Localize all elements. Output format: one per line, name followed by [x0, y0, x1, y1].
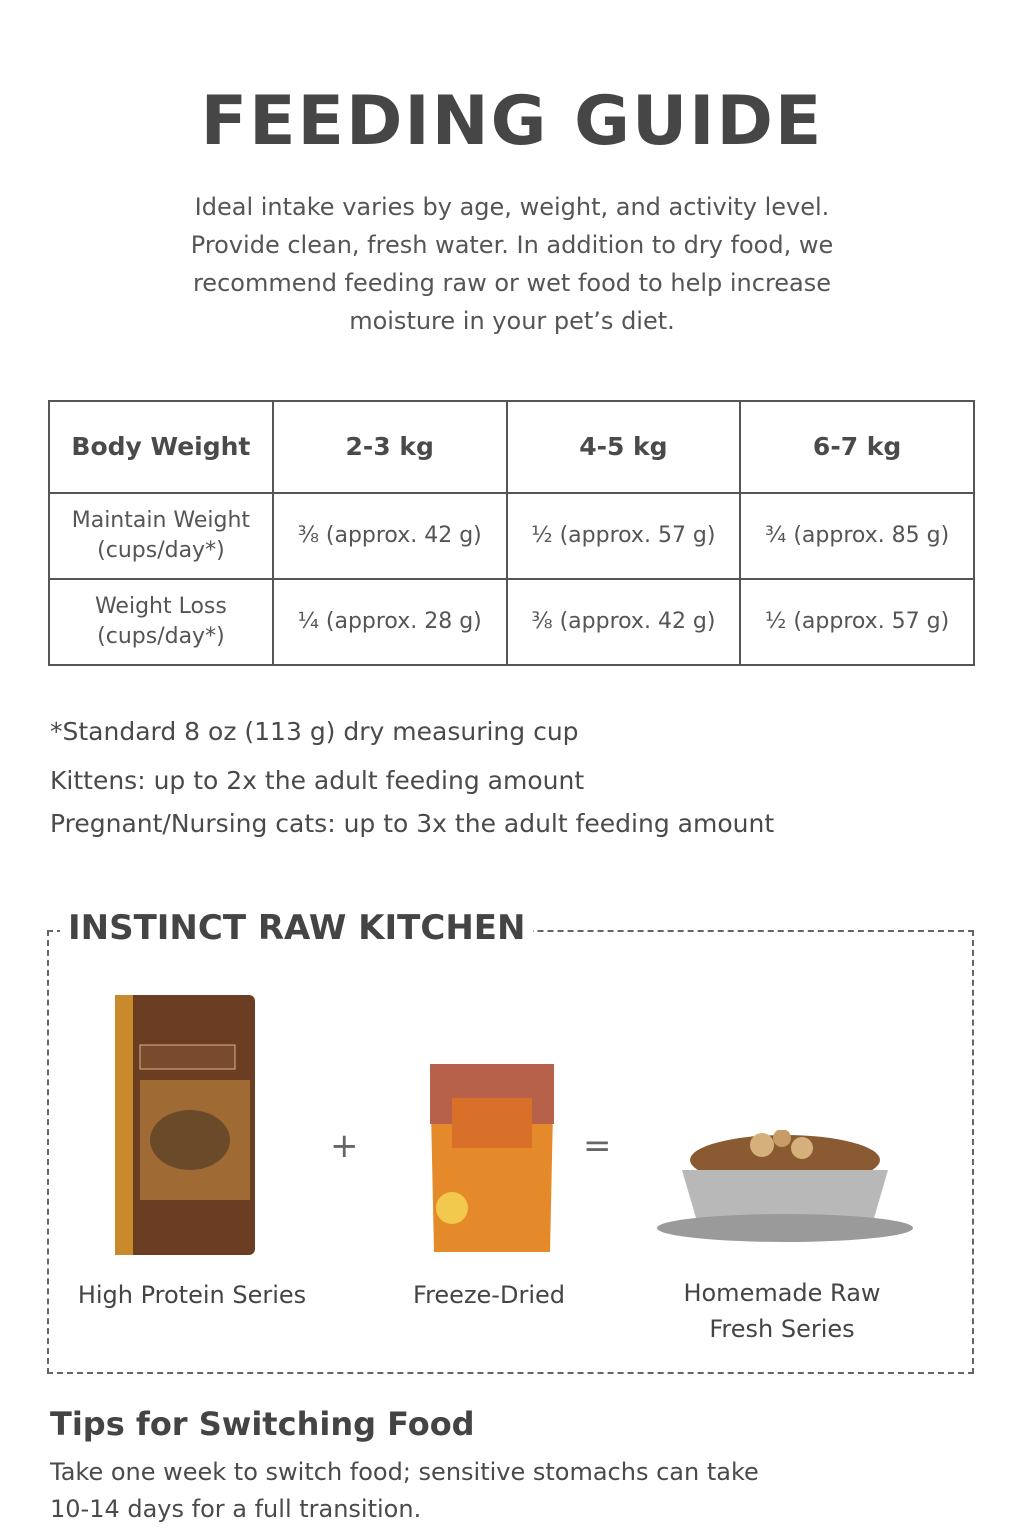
table-row: Maintain Weight (cups/day*) ⅜ (approx. 42…: [48, 492, 975, 580]
note: *Standard 8 oz (113 g) dry measuring cup: [50, 717, 579, 746]
header-cell: 4-5 kg: [505, 400, 742, 494]
plus-sign: +: [330, 1126, 359, 1166]
table-cell: Maintain Weight (cups/day*): [48, 492, 274, 580]
intro-line: Provide clean, fresh water. In addition …: [190, 231, 834, 259]
product-label: Homemade Raw Fresh Series: [683, 1279, 881, 1343]
table-cell: ⅜ (approx. 42 g): [271, 492, 508, 580]
tip-line: 10-14 days for a full transition.: [50, 1495, 422, 1523]
table-cell: Weight Loss (cups/day*): [48, 578, 274, 666]
header-cell: 2-3 kg: [271, 400, 508, 494]
product-label: High Protein Series: [77, 1281, 307, 1309]
note: Kittens: up to 2x the adult feeding amou…: [50, 766, 585, 795]
product-label: Freeze-Dried: [413, 1281, 565, 1309]
header-row: Body Weight 2-3 kg 4-5 kg 6-7 kg: [48, 400, 975, 494]
equals-sign: =: [583, 1126, 612, 1166]
table-cell: ½ (approx. 57 g): [505, 492, 742, 580]
title: FEEDING GUIDE: [200, 82, 824, 161]
intro-line: moisture in your pet’s diet.: [349, 307, 675, 335]
tip-line: Take one week to switch food; sensitive …: [50, 1458, 759, 1486]
bag-image: [115, 995, 255, 1255]
table-cell: ¼ (approx. 28 g): [271, 578, 508, 666]
intro-line: recommend feeding raw or wet food to hel…: [192, 269, 832, 297]
table-cell: ⅜ (approx. 42 g): [505, 578, 742, 666]
table-row: Weight Loss (cups/day*) ¼ (approx. 28 g) ⅜…: [48, 578, 975, 666]
note: Pregnant/Nursing cats: up to 3x the adul…: [50, 809, 775, 838]
intro-line: Ideal intake varies by age, weight, and …: [194, 193, 830, 221]
tips-title: Tips for Switching Food: [50, 1405, 475, 1443]
table-cell: ½ (approx. 57 g): [739, 578, 975, 666]
kitchen-title: INSTINCT RAW KITCHEN: [60, 908, 534, 948]
header-cell: Body Weight: [48, 400, 274, 494]
pouch-image: [430, 1064, 554, 1252]
feeding-table: Body Weight 2-3 kg 4-5 kg 6-7 kg Maintain We…: [48, 400, 975, 666]
bowl-image: [657, 1130, 913, 1242]
header-cell: 6-7 kg: [739, 400, 975, 494]
table-cell: ¾ (approx. 85 g): [739, 492, 975, 580]
